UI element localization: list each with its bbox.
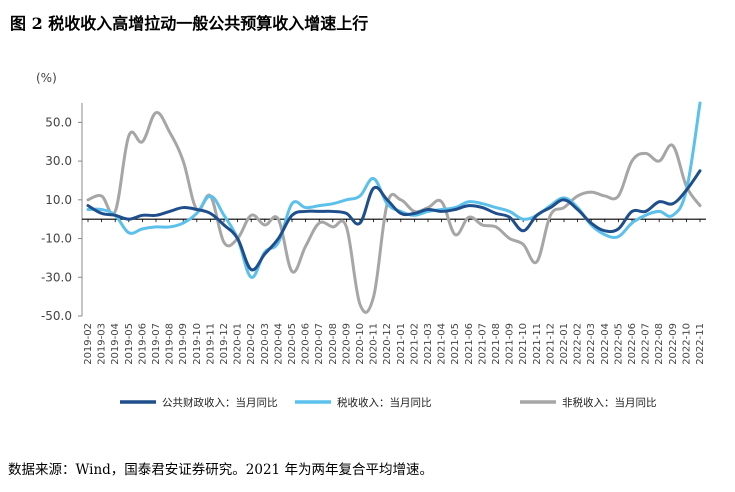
x-tick-label: 2022-04 — [600, 323, 611, 365]
x-tick-label: 2020-07 — [314, 323, 325, 365]
series-line-non-tax — [86, 111, 702, 314]
x-axis-ticks: 2019-02 2019-03 2019-04 2019-05 2019-06 2019-… — [83, 219, 706, 365]
x-tick-label: 2019-12 — [219, 323, 230, 365]
x-tick-label: 2021-09 — [505, 323, 516, 365]
x-tick-label: 2021-07 — [477, 323, 488, 365]
x-tick-label: 2022-01 — [559, 323, 570, 365]
y-tick-label: 30.0 — [45, 154, 72, 168]
legend: 公共财政收入：当月同比 税收收入：当月同比 非税收入：当月同比 — [120, 396, 657, 409]
x-tick-label: 2022-09 — [668, 323, 679, 365]
y-tick-label: 10.0 — [45, 193, 72, 207]
line-chart: (%) -50.0-30.0-10.010.030.050.0 2019-02 2… — [36, 71, 706, 409]
y-axis-ticks: -50.0 -30.0 -10.0 10.0 30.0 50.0 — [41, 115, 82, 323]
legend-label-tax: 税收收入：当月同比 — [337, 396, 432, 409]
x-tick-label: 2021-01 — [396, 323, 407, 365]
x-tick-label: 2021-11 — [532, 323, 543, 365]
legend-label-non-tax: 非税收入：当月同比 — [562, 396, 657, 409]
series-lines — [86, 101, 702, 314]
x-tick-label: 2022-06 — [627, 323, 638, 365]
x-tick-label: 2019-02 — [83, 323, 94, 365]
x-tick-label: 2019-03 — [97, 323, 108, 365]
y-axis-unit-label: (%) — [36, 71, 57, 85]
x-tick-label: 2020-02 — [246, 323, 257, 365]
x-tick-label: 2022-08 — [654, 323, 665, 365]
series-line-tax — [86, 101, 702, 279]
x-tick-label: 2022-10 — [681, 323, 692, 365]
x-tick-label: 2020-12 — [382, 323, 393, 365]
x-tick-label: 2019-06 — [137, 323, 148, 365]
series-line-public-fiscal — [86, 169, 702, 272]
x-tick-label: 2019-08 — [165, 323, 176, 365]
x-tick-label: 2021-04 — [437, 323, 448, 365]
x-tick-label: 2020-10 — [355, 323, 366, 365]
x-tick-label: 2019-09 — [178, 323, 189, 365]
x-tick-label: 2021-02 — [409, 323, 420, 365]
x-tick-label: 2020-03 — [260, 323, 271, 365]
x-tick-label: 2022-02 — [573, 323, 584, 365]
x-tick-label: 2021-12 — [545, 323, 556, 365]
x-tick-label: 2019-04 — [110, 323, 121, 365]
source-note: 数据来源：Wind，国泰君安证券研究。2021 年为两年复合平均增速。 — [8, 462, 433, 478]
x-tick-label: 2021-06 — [464, 323, 475, 365]
x-tick-label: 2019-05 — [124, 323, 135, 365]
legend-label-public-fiscal: 公共财政收入：当月同比 — [162, 396, 278, 409]
x-tick-label: 2022-07 — [641, 323, 652, 365]
x-tick-label: 2020-08 — [328, 323, 339, 365]
y-tick-label: -50.0 — [41, 309, 72, 323]
x-tick-label: 2021-03 — [423, 323, 434, 365]
figure-title: 图 2 税收收入高增拉动一般公共预算收入增速上行 — [10, 14, 369, 33]
x-tick-label: 2019-10 — [192, 323, 203, 365]
y-tick-label: 50.0 — [45, 115, 72, 129]
x-tick-label: 2020-05 — [287, 323, 298, 365]
y-tick-label: -10.0 — [41, 232, 72, 246]
x-tick-label: 2020-09 — [341, 323, 352, 365]
x-tick-label: 2021-08 — [491, 323, 502, 365]
y-tick-label: -30.0 — [41, 270, 72, 284]
x-tick-label: 2022-11 — [695, 323, 706, 365]
x-tick-label: 2020-11 — [369, 323, 380, 365]
x-tick-label: 2022-03 — [586, 323, 597, 365]
x-tick-label: 2021-10 — [518, 323, 529, 365]
x-tick-label: 2020-01 — [233, 323, 244, 365]
x-tick-label: 2020-06 — [301, 323, 312, 365]
x-tick-label: 2022-05 — [613, 323, 624, 365]
x-tick-label: 2020-04 — [273, 323, 284, 365]
x-tick-label: 2019-11 — [205, 323, 216, 365]
x-tick-label: 2019-07 — [151, 323, 162, 365]
x-tick-label: 2021-05 — [450, 323, 461, 365]
